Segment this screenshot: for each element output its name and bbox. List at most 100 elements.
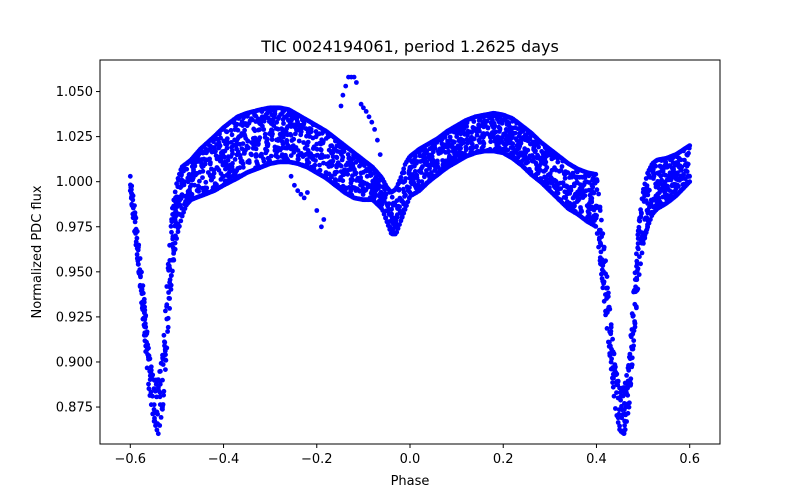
data-point xyxy=(329,162,335,168)
data-point xyxy=(157,394,163,400)
data-point xyxy=(606,344,612,349)
data-point xyxy=(310,146,316,151)
data-point xyxy=(229,164,235,170)
x-tick-label: 0.6 xyxy=(679,452,700,467)
data-point xyxy=(190,161,196,167)
data-point xyxy=(262,131,268,137)
data-point xyxy=(370,191,376,196)
data-point xyxy=(235,127,241,133)
x-tick-label: 0.0 xyxy=(400,452,421,467)
data-point xyxy=(297,128,303,134)
data-point xyxy=(670,168,676,174)
data-point xyxy=(232,157,238,162)
data-point xyxy=(204,150,209,156)
data-point xyxy=(513,136,519,142)
data-point xyxy=(682,176,688,182)
data-point xyxy=(345,171,351,177)
data-point xyxy=(168,287,174,292)
data-point xyxy=(567,175,572,180)
data-point xyxy=(512,125,518,131)
data-point xyxy=(608,328,614,334)
data-point xyxy=(191,167,196,172)
data-point xyxy=(600,231,606,237)
data-point xyxy=(161,388,167,394)
data-point xyxy=(223,161,229,167)
data-point xyxy=(335,160,341,166)
data-point xyxy=(172,246,178,252)
data-point xyxy=(650,197,656,203)
data-point xyxy=(291,115,296,121)
data-point xyxy=(631,328,637,334)
data-point xyxy=(127,188,133,194)
data-point xyxy=(598,249,604,255)
data-point xyxy=(165,261,171,267)
data-point xyxy=(154,394,160,400)
data-point xyxy=(496,135,501,141)
data-point xyxy=(545,172,551,178)
data-point xyxy=(625,410,631,416)
data-point xyxy=(350,177,355,183)
data-point xyxy=(389,214,395,220)
data-point xyxy=(593,171,599,177)
data-point xyxy=(559,164,565,169)
data-point xyxy=(518,152,523,158)
data-point xyxy=(415,159,420,164)
data-point xyxy=(457,146,462,152)
data-point xyxy=(386,201,392,207)
data-point xyxy=(446,144,452,149)
data-point xyxy=(474,132,480,138)
data-point xyxy=(378,190,383,196)
data-point xyxy=(571,181,577,187)
data-point xyxy=(621,407,627,413)
x-tick-label: −0.4 xyxy=(208,452,240,467)
data-point xyxy=(675,161,681,166)
data-point xyxy=(147,356,153,362)
data-point xyxy=(281,121,286,126)
data-point xyxy=(664,192,670,198)
data-point xyxy=(465,128,471,134)
data-point xyxy=(422,151,427,157)
data-point xyxy=(177,223,182,229)
data-point xyxy=(177,171,182,177)
data-point xyxy=(628,333,634,338)
x-tick-label: 0.2 xyxy=(493,452,514,467)
data-point xyxy=(629,311,635,317)
outlier-point xyxy=(292,182,297,188)
data-point xyxy=(144,329,150,335)
data-point xyxy=(610,375,615,381)
data-point xyxy=(132,219,138,225)
data-point xyxy=(409,160,415,165)
data-point xyxy=(325,154,331,159)
data-point xyxy=(643,176,649,181)
data-point xyxy=(646,220,652,226)
data-point xyxy=(524,158,530,164)
data-point xyxy=(469,145,475,151)
data-point xyxy=(141,296,147,302)
data-point xyxy=(212,181,218,187)
data-point xyxy=(172,223,178,229)
data-point xyxy=(608,322,614,327)
data-point xyxy=(364,167,370,172)
data-point xyxy=(134,252,140,257)
data-point xyxy=(675,170,680,176)
data-point xyxy=(655,179,661,184)
data-point xyxy=(154,427,160,433)
data-point xyxy=(168,223,174,229)
data-point xyxy=(146,386,152,392)
data-point xyxy=(423,156,428,161)
data-point xyxy=(276,114,282,120)
data-point xyxy=(292,122,298,128)
data-point xyxy=(171,197,177,203)
data-point xyxy=(610,380,615,385)
data-point xyxy=(222,154,228,160)
data-point xyxy=(685,161,691,167)
data-point xyxy=(610,336,615,342)
data-point xyxy=(355,187,361,193)
data-point xyxy=(254,159,259,164)
data-point xyxy=(181,209,187,215)
data-point xyxy=(570,170,576,176)
data-point xyxy=(201,156,207,162)
data-point xyxy=(256,141,261,147)
data-point xyxy=(454,134,460,140)
data-point xyxy=(594,231,600,236)
